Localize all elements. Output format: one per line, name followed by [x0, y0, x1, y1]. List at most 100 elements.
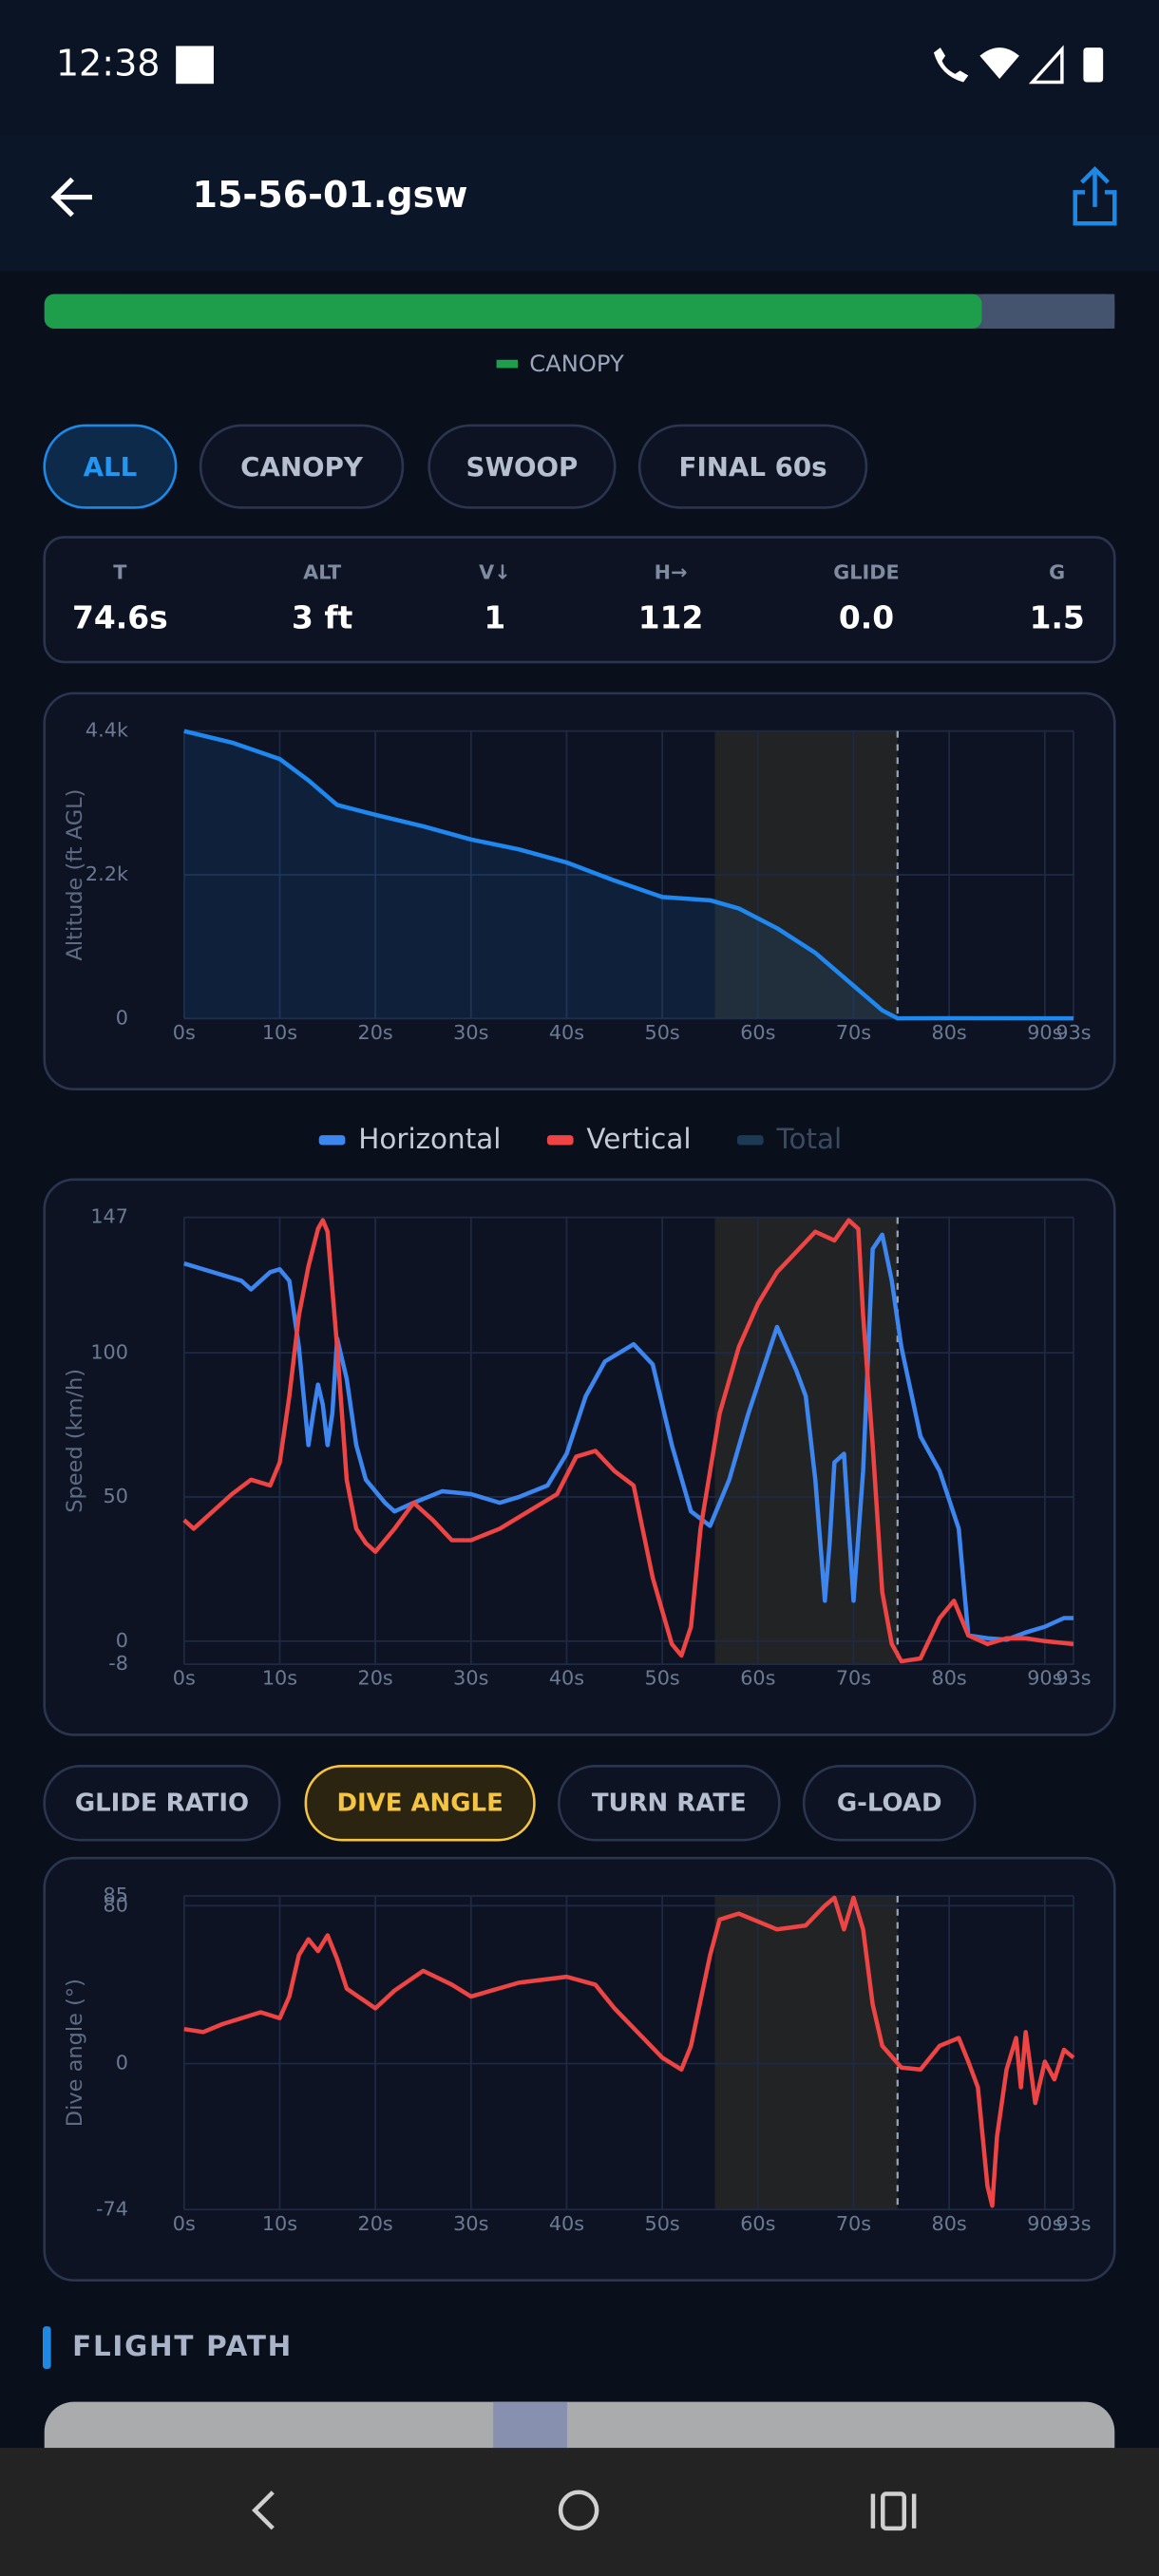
status-icons	[933, 45, 1104, 85]
tab-label: ALL	[84, 451, 138, 483]
tab[interactable]	[199, 424, 405, 509]
phase-legend-swatch	[496, 359, 519, 369]
legend-swatch[interactable]	[318, 1135, 346, 1146]
x-tick-label: 90s	[1027, 2212, 1062, 2235]
tab[interactable]	[428, 424, 617, 509]
nav-back[interactable]	[252, 2491, 275, 2530]
clock: 12:38	[56, 43, 161, 85]
x-tick-label: 10s	[262, 1667, 297, 1690]
phase-segment	[44, 294, 982, 329]
back-button[interactable]	[50, 177, 92, 218]
legend-label[interactable]: Horizontal	[358, 1123, 501, 1155]
tab[interactable]	[43, 424, 178, 509]
metric-button[interactable]	[802, 1765, 977, 1842]
y-tick-label: 0	[116, 1629, 128, 1652]
metric-button-label: G-LOAD	[837, 1790, 942, 1818]
legend-label[interactable]: Total	[776, 1123, 843, 1155]
x-tick-label: 20s	[358, 1667, 393, 1690]
metric-button[interactable]	[43, 1765, 281, 1842]
content: CANOPY ALL CANOPY SWOOP FINAL 60s T 74.6s ALT 3 …	[42, 294, 1116, 2370]
phase-segment	[981, 294, 1115, 329]
y-tick-label: 80	[104, 1893, 128, 1916]
phase-legend-label: CANOPY	[529, 350, 624, 377]
x-tick-label: 40s	[549, 1667, 584, 1690]
x-tick-label: 10s	[262, 1021, 297, 1044]
x-tick-label: 20s	[358, 1021, 393, 1044]
metric-button-label: GLIDE RATIO	[75, 1790, 249, 1818]
legend-label[interactable]: Vertical	[586, 1123, 691, 1155]
stat-label: G	[1049, 561, 1065, 584]
metric-button-label: TURN RATE	[592, 1790, 747, 1818]
x-tick-label: 40s	[549, 1021, 584, 1044]
y-tick-label: -74	[96, 2197, 128, 2220]
stat-value: 112	[638, 599, 704, 636]
highlight-region	[714, 1895, 898, 2210]
y-tick-label: 4.4k	[86, 719, 128, 742]
notification-icon	[176, 46, 214, 85]
line	[183, 1232, 1074, 1642]
stat-label: H→	[655, 561, 688, 584]
x-tick-label: 30s	[453, 1021, 488, 1044]
tab-label: SWOOP	[466, 451, 579, 483]
y-axis-title: Speed (km/h)	[63, 1369, 87, 1513]
legend-swatch[interactable]	[736, 1135, 764, 1146]
nav-recents[interactable]	[870, 2491, 917, 2531]
x-tick-label: 0s	[173, 1667, 196, 1690]
stat-value: 0.0	[839, 599, 894, 636]
x-tick-label: 80s	[932, 1021, 967, 1044]
x-tick-label: 90s	[1027, 1021, 1062, 1044]
x-tick-label: 0s	[173, 2212, 196, 2235]
metric-button-label: DIVE ANGLE	[336, 1790, 503, 1818]
stat-value: 1.5	[1030, 599, 1085, 636]
x-tick-label: 50s	[645, 1021, 680, 1044]
metric-button[interactable]	[304, 1765, 536, 1842]
x-tick-label: 60s	[740, 1021, 775, 1044]
line	[182, 1218, 1074, 1664]
highlight-region	[714, 1217, 898, 1665]
tab[interactable]	[637, 424, 868, 509]
x-tick-label: 10s	[262, 2212, 297, 2235]
stat-value: 1	[484, 599, 505, 636]
status-bar	[0, 0, 1159, 135]
x-tick-label: 0s	[173, 1021, 196, 1044]
y-tick-label: 100	[90, 1340, 128, 1363]
y-tick-label: 147	[90, 1205, 128, 1228]
y-tick-label: 0	[116, 2052, 128, 2074]
share-button[interactable]	[1073, 165, 1117, 226]
stat-value: 3 ft	[292, 599, 352, 636]
x-tick-label: 90s	[1027, 1667, 1062, 1690]
x-tick-label: 70s	[836, 1021, 871, 1044]
metric-button[interactable]	[558, 1765, 781, 1842]
x-tick-label: 20s	[358, 2212, 393, 2235]
x-tick-label: 70s	[836, 1667, 871, 1690]
section-title: FLIGHT PATH	[72, 2330, 293, 2362]
app-title: 15-56-01.gsw	[192, 174, 467, 216]
stat-label: ALT	[303, 561, 342, 584]
navigation-bar	[0, 2448, 1159, 2576]
legend-swatch[interactable]	[546, 1135, 574, 1146]
y-axis-title: Altitude (ft AGL)	[63, 789, 87, 961]
nav-home[interactable]	[558, 2490, 599, 2531]
tab-label: CANOPY	[240, 451, 364, 483]
x-tick-label: 80s	[932, 2212, 967, 2235]
y-tick-label: 2.2k	[86, 862, 128, 885]
y-tick-label: 50	[104, 1485, 128, 1507]
x-tick-label: 60s	[740, 1667, 775, 1690]
y-axis-title: Dive angle (°)	[63, 1979, 87, 2127]
y-tick-label: -8	[108, 1652, 128, 1675]
x-tick-label: 70s	[836, 2212, 871, 2235]
line	[183, 1895, 1075, 2208]
stat-label: T	[113, 561, 127, 584]
x-tick-label: 40s	[549, 2212, 584, 2235]
x-tick-label: 80s	[932, 1667, 967, 1690]
stat-label: GLIDE	[833, 561, 899, 584]
tab-label: FINAL 60s	[679, 451, 827, 483]
app-bar	[0, 134, 1159, 272]
stats-card	[43, 536, 1116, 664]
x-tick-label: 50s	[645, 2212, 680, 2235]
section-accent	[42, 2326, 51, 2370]
x-tick-label: 93s	[1055, 1667, 1091, 1690]
x-tick-label: 93s	[1055, 1021, 1091, 1044]
